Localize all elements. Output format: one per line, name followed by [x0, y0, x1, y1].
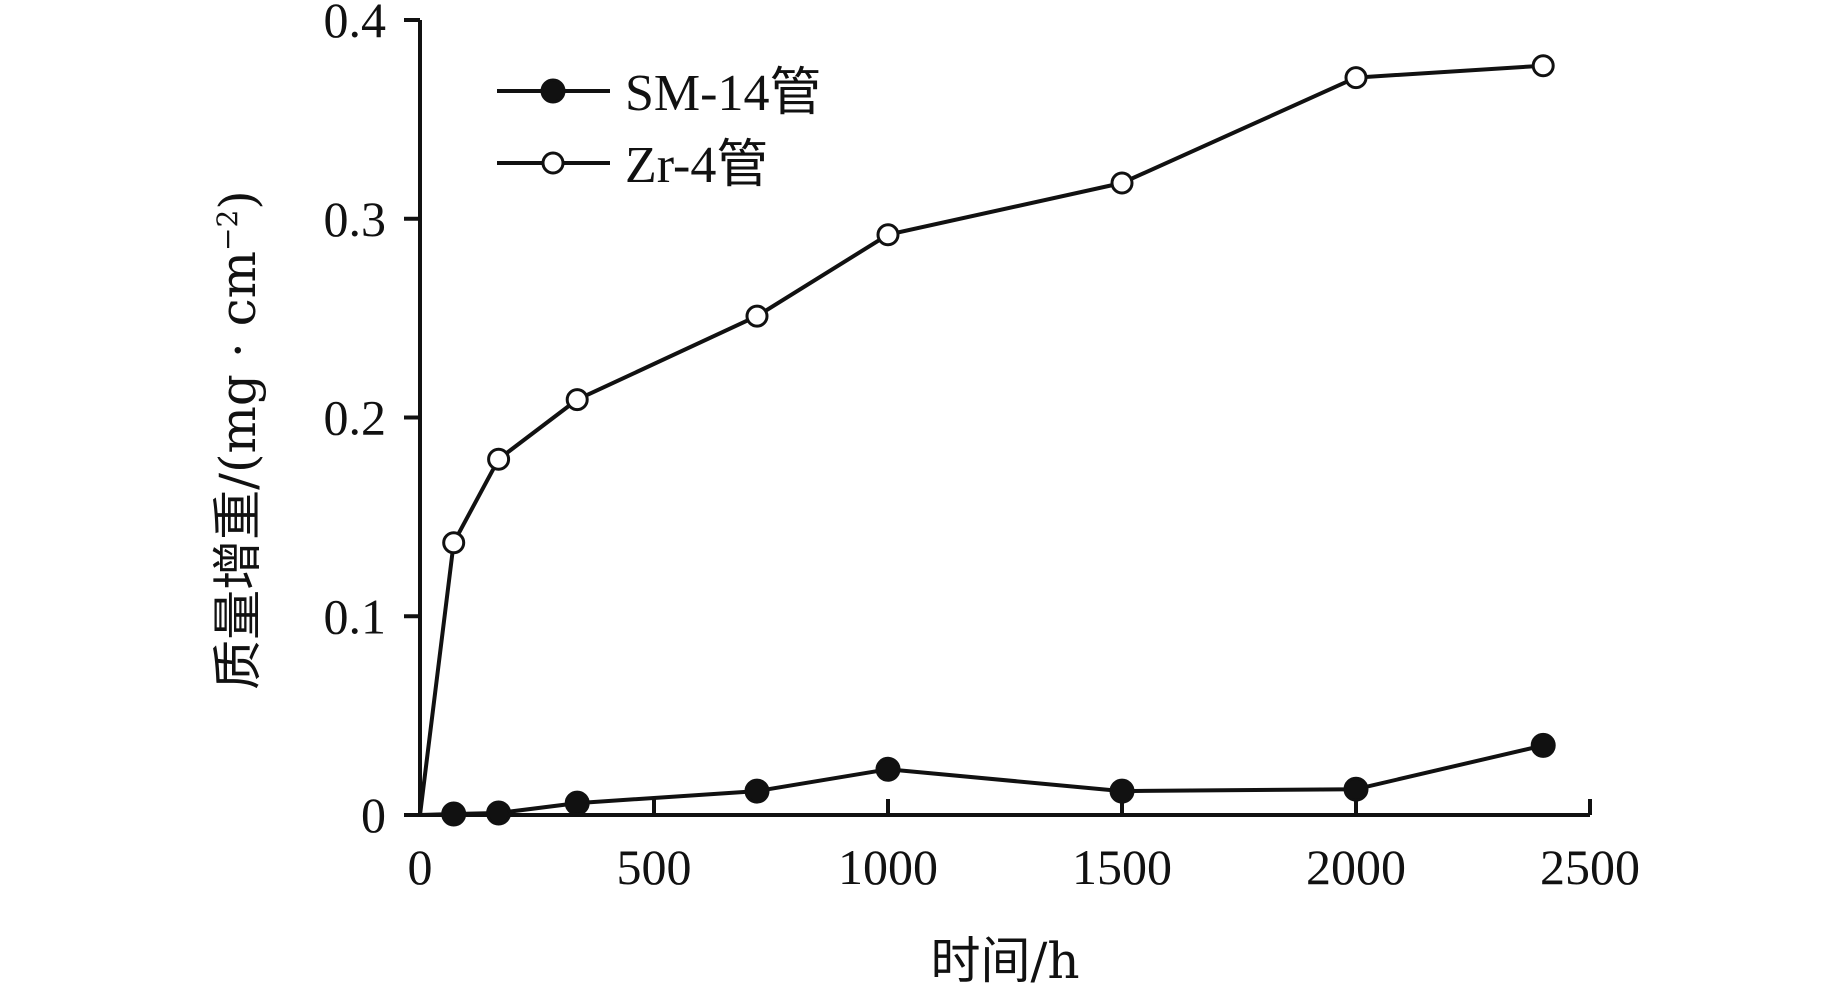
x-tick-label: 0 — [408, 839, 433, 895]
x-ticks: 0 500 1000 1500 2000 2500 — [408, 799, 1640, 895]
y-tick-label: 0.3 — [324, 191, 387, 247]
y-axis-title-suffix: ) — [209, 190, 267, 210]
data-point-sm14 — [441, 801, 467, 827]
x-tick-label: 1000 — [838, 839, 938, 895]
data-point-zr4 — [1344, 66, 1368, 90]
legend-item-sm14: SM-14管 — [497, 65, 821, 122]
data-point-zr4 — [876, 223, 900, 247]
data-point-zr4 — [487, 447, 511, 471]
data-point-zr4 — [1110, 171, 1134, 195]
legend-marker-zr4 — [541, 151, 565, 175]
data-point-sm14 — [564, 790, 590, 816]
x-tick-label: 2500 — [1540, 839, 1640, 895]
data-point-sm14 — [1109, 778, 1135, 804]
data-point-zr4 — [1531, 54, 1555, 78]
x-tick-label: 500 — [617, 839, 692, 895]
y-axis-title-main: 质量增重/(mg · cm — [209, 251, 267, 690]
data-point-zr4 — [745, 304, 769, 328]
legend-label-zr4: Zr-4管 — [625, 137, 768, 194]
x-tick-label: 1500 — [1072, 839, 1172, 895]
x-axis-title: 时间/h — [930, 932, 1079, 990]
data-point-sm14 — [744, 778, 770, 804]
y-tick-label: 0.4 — [324, 0, 387, 48]
data-point-sm14 — [486, 800, 512, 826]
y-axis-title: 质量增重/(mg · cm−2) — [209, 190, 267, 690]
data-point-sm14 — [875, 756, 901, 782]
axes — [418, 20, 1590, 817]
legend: SM-14管 Zr-4管 — [497, 65, 821, 194]
data-point-zr4 — [565, 388, 589, 412]
data-point-sm14 — [1343, 776, 1369, 802]
data-point-sm14 — [1530, 732, 1556, 758]
legend-item-zr4: Zr-4管 — [497, 137, 768, 194]
legend-label-sm14: SM-14管 — [625, 65, 821, 122]
y-axis-title-superscript: −2 — [211, 210, 244, 251]
data-point-zr4 — [442, 531, 466, 555]
series-line-zr4 — [418, 63, 1544, 816]
y-ticks: 0 0.1 0.2 0.3 0.4 — [324, 0, 420, 843]
legend-marker-sm14 — [540, 78, 566, 104]
y-tick-label: 0.2 — [324, 390, 387, 446]
series-layer — [418, 54, 1556, 827]
y-tick-label: 0.1 — [324, 588, 387, 644]
y-tick-label: 0 — [361, 787, 386, 843]
x-tick-label: 2000 — [1306, 839, 1406, 895]
